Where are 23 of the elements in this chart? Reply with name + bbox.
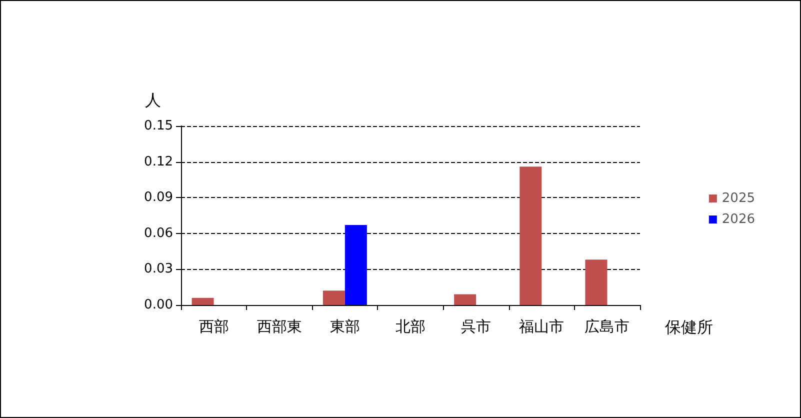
x-tick-label: 福山市: [519, 318, 564, 336]
bar: [520, 166, 542, 305]
x-tick-label: 呉市: [461, 318, 492, 336]
x-tick-label: 北部: [396, 318, 426, 336]
bar: [454, 294, 476, 305]
x-axis-title: 保健所: [665, 318, 713, 336]
x-tick-label: 東部: [330, 318, 360, 336]
y-tick-label: 0.15: [144, 118, 173, 134]
y-tick-label: 0.06: [144, 226, 173, 241]
y-tick-label: 0.00: [144, 298, 173, 312]
y-tick-label: 0.03: [144, 262, 173, 277]
x-tick-label: 西部東: [256, 318, 302, 336]
y-tick-label: 0.09: [144, 190, 173, 206]
x-tick-label: 広島市: [584, 318, 630, 336]
y-axis-title: 人: [145, 90, 161, 110]
legend-label: 2026: [722, 212, 756, 227]
bar: [192, 298, 214, 305]
bar: [344, 225, 367, 305]
y-tick-label: 0.12: [144, 154, 173, 170]
bar: [585, 260, 608, 305]
legend-label: 2025: [722, 191, 756, 206]
x-tick-label: 西部: [198, 318, 229, 336]
bar: [322, 290, 345, 305]
